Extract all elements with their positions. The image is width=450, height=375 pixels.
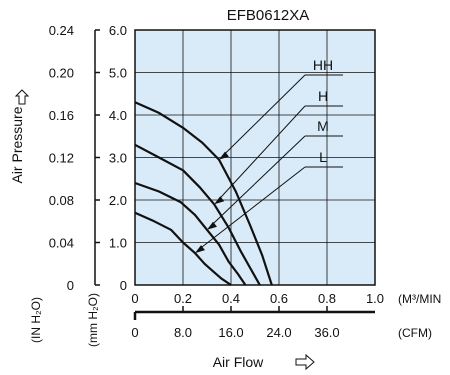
x2-tick-label: 16.0 xyxy=(218,325,243,340)
x2-ticks: 0 8.0 16.0 24.0 36.0 xyxy=(131,306,340,340)
x-axis-arrow-icon xyxy=(295,353,315,371)
x-unit-primary: (M³/MIN xyxy=(398,292,441,306)
y-unit-mm: (mm H₂O) xyxy=(86,293,100,347)
series-label-h: H xyxy=(318,88,328,104)
annotation-arrowhead xyxy=(219,151,229,160)
x-tick-label: 0.6 xyxy=(270,291,288,306)
x-tick-label: 0 xyxy=(131,291,138,306)
curves xyxy=(134,101,273,286)
x-tick-label: 0.8 xyxy=(318,291,336,306)
x-tick-label: 1.0 xyxy=(366,291,384,306)
y-tick-label-inch: 0.16 xyxy=(49,108,74,123)
curve-l xyxy=(134,211,232,286)
x2-tick-label: 36.0 xyxy=(314,325,339,340)
y-tick-label-mm: 6.0 xyxy=(109,23,127,38)
x2-tick-label: 8.0 xyxy=(174,325,192,340)
y-tick-label-mm: 1.0 xyxy=(109,236,127,251)
y-axis-title: Air Pressure xyxy=(9,89,30,184)
curve-m xyxy=(134,181,247,286)
y-tick-label-inch: 0.20 xyxy=(49,66,74,81)
annotation-leader xyxy=(216,105,306,202)
y-tick-label-inch: 0 xyxy=(67,278,74,293)
y-ticks-mm: 0 1.0 2.0 3.0 4.0 5.0 6.0 xyxy=(95,23,127,293)
y-tick-label-mm: 5.0 xyxy=(109,66,127,81)
x-ticks: 0 0.2 0.4 0.6 0.8 1.0 xyxy=(131,291,384,306)
x-tick-label: 0.2 xyxy=(174,291,192,306)
annotation-arrowhead xyxy=(207,221,217,230)
annotation-arrowhead xyxy=(214,196,225,205)
x-tick-label: 0.4 xyxy=(222,291,240,306)
x2-tick-label: 0 xyxy=(131,325,138,340)
annotation-leader xyxy=(197,166,306,251)
y-tick-label-mm: 3.0 xyxy=(109,151,127,166)
y-axis-arrow-icon xyxy=(14,89,30,105)
y-tick-label-mm: 4.0 xyxy=(109,108,127,123)
x-unit-secondary: (CFM) xyxy=(398,326,432,340)
x2-tick-label: 24.0 xyxy=(266,325,291,340)
y-tick-label-inch: 0.04 xyxy=(49,236,74,251)
series-label-m: M xyxy=(317,118,329,134)
y-tick-label-mm: 2.0 xyxy=(109,193,127,208)
annotation-leader xyxy=(221,74,306,157)
y-tick-label-inch: 0.08 xyxy=(49,193,74,208)
y-axis-label: Air Pressure xyxy=(9,106,25,183)
y-unit-inch: (IN H₂O) xyxy=(29,297,43,343)
y-ticks-inch: 0 0.04 0.08 0.12 0.16 0.20 0.24 xyxy=(49,23,74,293)
curve-hh xyxy=(134,101,273,286)
y-tick-label-inch: 0.12 xyxy=(49,151,74,166)
series-label-l: L xyxy=(319,149,327,165)
chart-title: EFB0612XA xyxy=(227,7,310,24)
y-tick-label-mm: 0 xyxy=(120,278,127,293)
annotation-arrowhead xyxy=(195,245,205,254)
y-tick-label-inch: 0.24 xyxy=(49,23,74,38)
curve-h xyxy=(134,143,261,286)
annotation-leader xyxy=(209,135,306,228)
x-axis-label: Air Flow xyxy=(213,354,264,370)
series-label-hh: HH xyxy=(313,57,333,73)
